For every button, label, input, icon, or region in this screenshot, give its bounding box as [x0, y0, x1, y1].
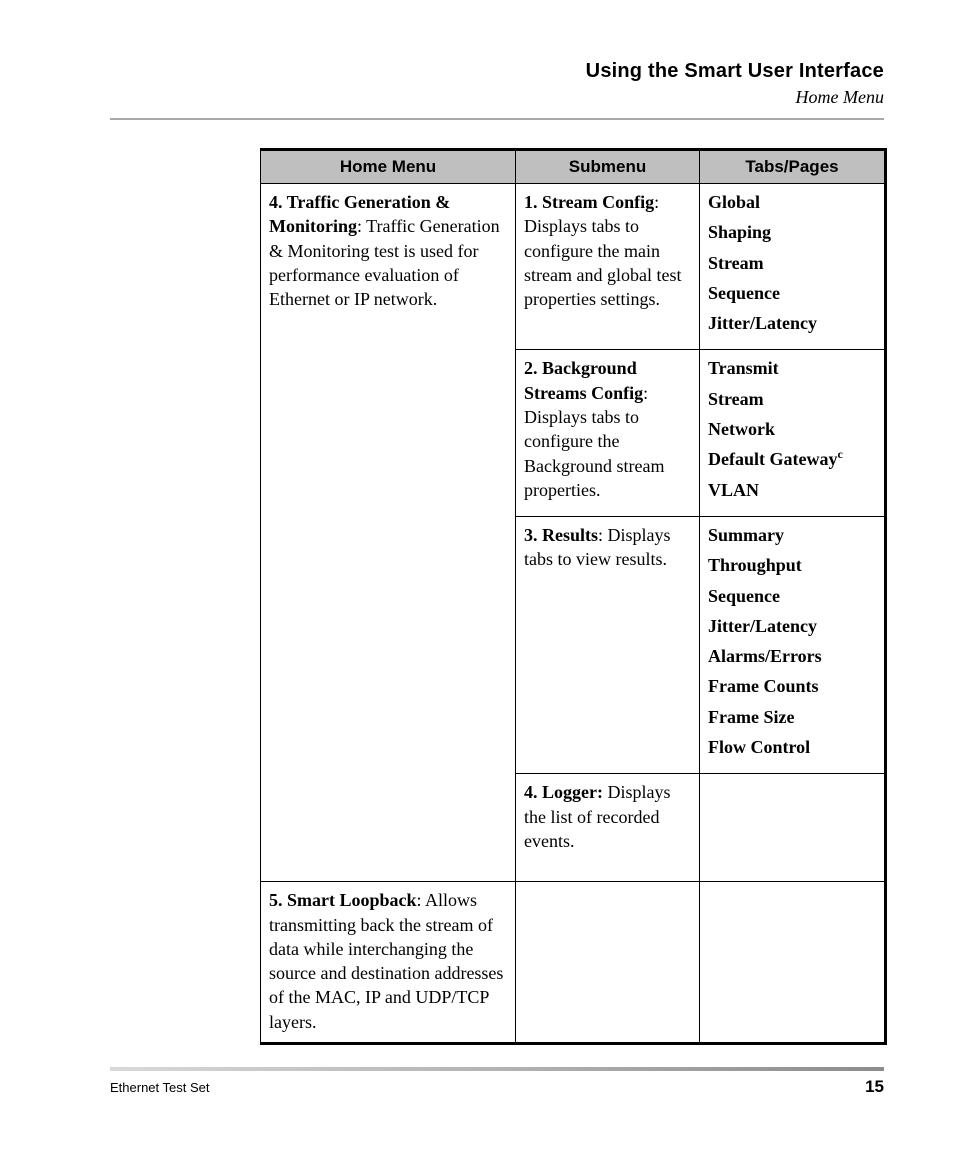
- cell-submenu: 1. Stream Config: Displays tabs to confi…: [516, 184, 700, 350]
- cell-submenu: 2. Background Streams Config: Displays t…: [516, 350, 700, 516]
- section-subtitle: Home Menu: [110, 87, 884, 108]
- cell-submenu: [516, 882, 700, 1044]
- page-header: Using the Smart User Interface Home Menu: [110, 60, 884, 108]
- tab-item: Sequence: [708, 584, 876, 608]
- tab-item: Sequence: [708, 281, 876, 305]
- tab-item: Alarms/Errors: [708, 644, 876, 668]
- cell-tabs: [700, 882, 886, 1044]
- tab-item: Summary: [708, 523, 876, 547]
- tab-item: Stream: [708, 251, 876, 275]
- table-header-row: Home Menu Submenu Tabs/Pages: [261, 150, 886, 184]
- tab-item: Throughput: [708, 553, 876, 577]
- menu-table: Home Menu Submenu Tabs/Pages 4. Traffic …: [260, 148, 887, 1045]
- footnote-marker: c: [837, 447, 842, 461]
- table-row: 5. Smart Loopback: Allows transmitting b…: [261, 882, 886, 1044]
- cell-submenu: 4. Logger: Displays the list of recorded…: [516, 774, 700, 882]
- cell-tabs: Transmit Stream Network Default Gatewayc…: [700, 350, 886, 516]
- cell-submenu: 3. Results: Displays tabs to view result…: [516, 516, 700, 773]
- page-footer: Ethernet Test Set 15: [110, 1067, 884, 1097]
- tab-item: Shaping: [708, 220, 876, 244]
- tab-item: Frame Counts: [708, 674, 876, 698]
- cell-tabs: Summary Throughput Sequence Jitter/Laten…: [700, 516, 886, 773]
- tab-item: Network: [708, 417, 876, 441]
- table-row: 4. Traffic Generation & Monitoring: Traf…: [261, 184, 886, 350]
- col-submenu: Submenu: [516, 150, 700, 184]
- tab-item: Jitter/Latency: [708, 614, 876, 638]
- content-area: Home Menu Submenu Tabs/Pages 4. Traffic …: [110, 148, 884, 1045]
- footer-line: Ethernet Test Set 15: [110, 1077, 884, 1097]
- sub-title: 3. Results: [524, 525, 598, 545]
- home-desc: : Allows transmitting back the stream of…: [269, 890, 503, 1031]
- tab-item: Jitter/Latency: [708, 311, 876, 335]
- tab-item: Frame Size: [708, 705, 876, 729]
- sub-title: 4. Logger:: [524, 782, 603, 802]
- tab-item: Transmit: [708, 356, 876, 380]
- home-title: 5. Smart Loopback: [269, 890, 417, 910]
- tab-item: Stream: [708, 387, 876, 411]
- sub-title: 1. Stream Config: [524, 192, 654, 212]
- sub-title: 2. Background Streams Config: [524, 358, 643, 402]
- tab-item: VLAN: [708, 478, 876, 502]
- header-rule: [110, 118, 884, 120]
- page: Using the Smart User Interface Home Menu…: [0, 0, 954, 1159]
- col-tabs-pages: Tabs/Pages: [700, 150, 886, 184]
- footer-rule: [110, 1067, 884, 1071]
- cell-tabs: Global Shaping Stream Sequence Jitter/La…: [700, 184, 886, 350]
- chapter-title: Using the Smart User Interface: [110, 60, 884, 83]
- cell-tabs: [700, 774, 886, 882]
- tab-item: Default Gatewayc: [708, 447, 876, 471]
- tab-item: Flow Control: [708, 735, 876, 759]
- col-home-menu: Home Menu: [261, 150, 516, 184]
- cell-home-menu: 4. Traffic Generation & Monitoring: Traf…: [261, 184, 516, 882]
- cell-home-menu: 5. Smart Loopback: Allows transmitting b…: [261, 882, 516, 1044]
- page-number: 15: [865, 1077, 884, 1097]
- footer-doc-title: Ethernet Test Set: [110, 1080, 210, 1095]
- tab-item: Global: [708, 190, 876, 214]
